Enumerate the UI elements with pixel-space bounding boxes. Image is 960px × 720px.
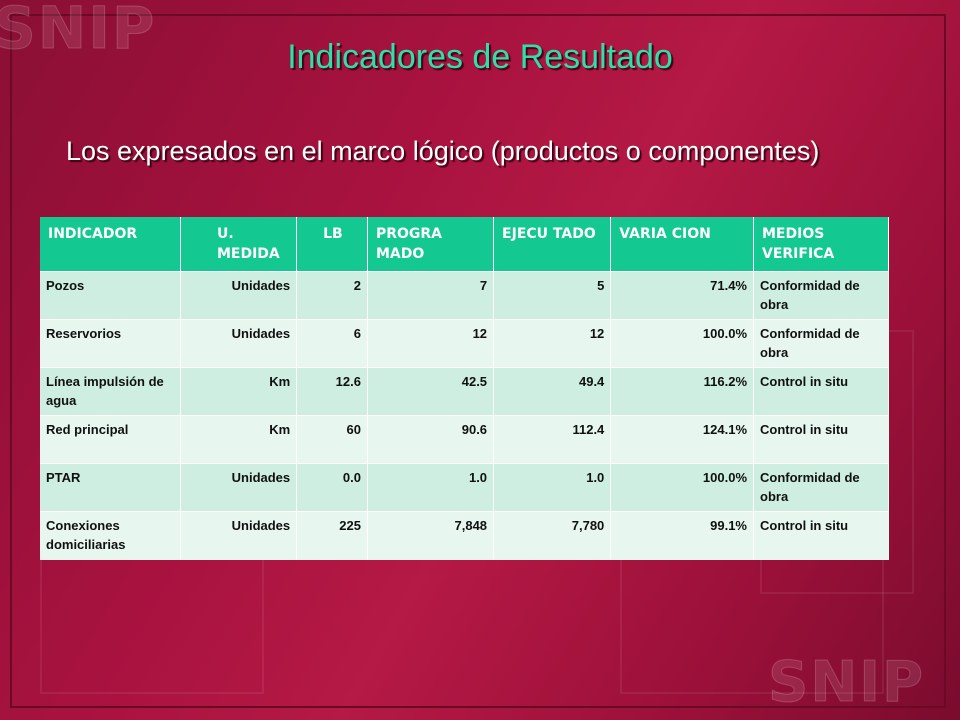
indicators-table: INDICADOR U. MEDIDA LB PROGRA MADO EJECU…	[40, 217, 889, 560]
cell-unidad: Unidades	[180, 511, 298, 560]
cell-unidad: Km	[180, 415, 298, 464]
header-medios-verificacion: MEDIOS VERIFICA	[753, 217, 889, 272]
cell-medios: Control in situ	[753, 367, 889, 416]
cell-ejecutado: 7,780	[493, 511, 612, 560]
cell-variacion: 71.4%	[610, 271, 754, 320]
cell-medios: Conformidad de obra	[753, 463, 889, 512]
cell-lb: 0.0	[296, 463, 368, 512]
cell-ejecutado: 1.0	[493, 463, 612, 512]
cell-programado: 42.5	[367, 367, 495, 416]
cell-ejecutado: 112.4	[493, 415, 612, 464]
cell-programado: 1.0	[367, 463, 495, 512]
cell-programado: 90.6	[367, 415, 495, 464]
cell-unidad: Unidades	[180, 271, 298, 320]
cell-variacion: 100.0%	[610, 319, 754, 368]
slide-subtitle: Los expresados en el marco lógico (produ…	[66, 136, 820, 166]
header-ejecutado: EJECU TADO	[493, 217, 612, 272]
cell-variacion: 99.1%	[610, 511, 754, 560]
cell-ejecutado: 5	[493, 271, 612, 320]
cell-indicador: Conexiones domiciliarias	[40, 511, 181, 560]
cell-medios: Conformidad de obra	[753, 319, 889, 368]
cell-lb: 12.6	[296, 367, 368, 416]
page-title: Indicadores de Resultado	[287, 38, 673, 76]
table-row: Conexiones domiciliarias Unidades 225 7,…	[40, 511, 889, 560]
cell-indicador: PTAR	[40, 463, 181, 512]
header-programado: PROGRA MADO	[367, 217, 495, 272]
header-unidad-medida: U. MEDIDA	[180, 217, 298, 272]
cell-ejecutado: 49.4	[493, 367, 612, 416]
background-decoration	[40, 540, 264, 694]
table-row: Pozos Unidades 2 7 5 71.4% Conformidad d…	[40, 271, 889, 320]
table-header-row: INDICADOR U. MEDIDA LB PROGRA MADO EJECU…	[40, 217, 889, 272]
table-row: Reservorios Unidades 6 12 12 100.0% Conf…	[40, 319, 889, 368]
cell-variacion: 124.1%	[610, 415, 754, 464]
cell-lb: 6	[296, 319, 368, 368]
table-row: Red principal Km 60 90.6 112.4 124.1% Co…	[40, 415, 889, 464]
cell-variacion: 116.2%	[610, 367, 754, 416]
cell-unidad: Unidades	[180, 319, 298, 368]
cell-lb: 2	[296, 271, 368, 320]
cell-medios: Conformidad de obra	[753, 271, 889, 320]
cell-indicador: Pozos	[40, 271, 181, 320]
cell-indicador: Reservorios	[40, 319, 181, 368]
table-row: PTAR Unidades 0.0 1.0 1.0 100.0% Conform…	[40, 463, 889, 512]
cell-unidad: Km	[180, 367, 298, 416]
cell-indicador: Red principal	[40, 415, 181, 464]
table-row: Línea impulsión de agua Km 12.6 42.5 49.…	[40, 367, 889, 416]
header-indicador: INDICADOR	[40, 217, 181, 272]
cell-programado: 7,848	[367, 511, 495, 560]
cell-variacion: 100.0%	[610, 463, 754, 512]
slide-frame	[10, 14, 946, 708]
cell-unidad: Unidades	[180, 463, 298, 512]
snip-logo-top: SNIP	[0, 0, 157, 63]
cell-lb: 225	[296, 511, 368, 560]
header-lb: LB	[296, 217, 368, 272]
cell-ejecutado: 12	[493, 319, 612, 368]
snip-logo-bottom: SNIP	[767, 650, 926, 716]
header-variacion: VARIA CION	[610, 217, 754, 272]
cell-medios: Control in situ	[753, 415, 889, 464]
cell-medios: Control in situ	[753, 511, 889, 560]
cell-lb: 60	[296, 415, 368, 464]
cell-indicador: Línea impulsión de agua	[40, 367, 181, 416]
cell-programado: 12	[367, 319, 495, 368]
cell-programado: 7	[367, 271, 495, 320]
